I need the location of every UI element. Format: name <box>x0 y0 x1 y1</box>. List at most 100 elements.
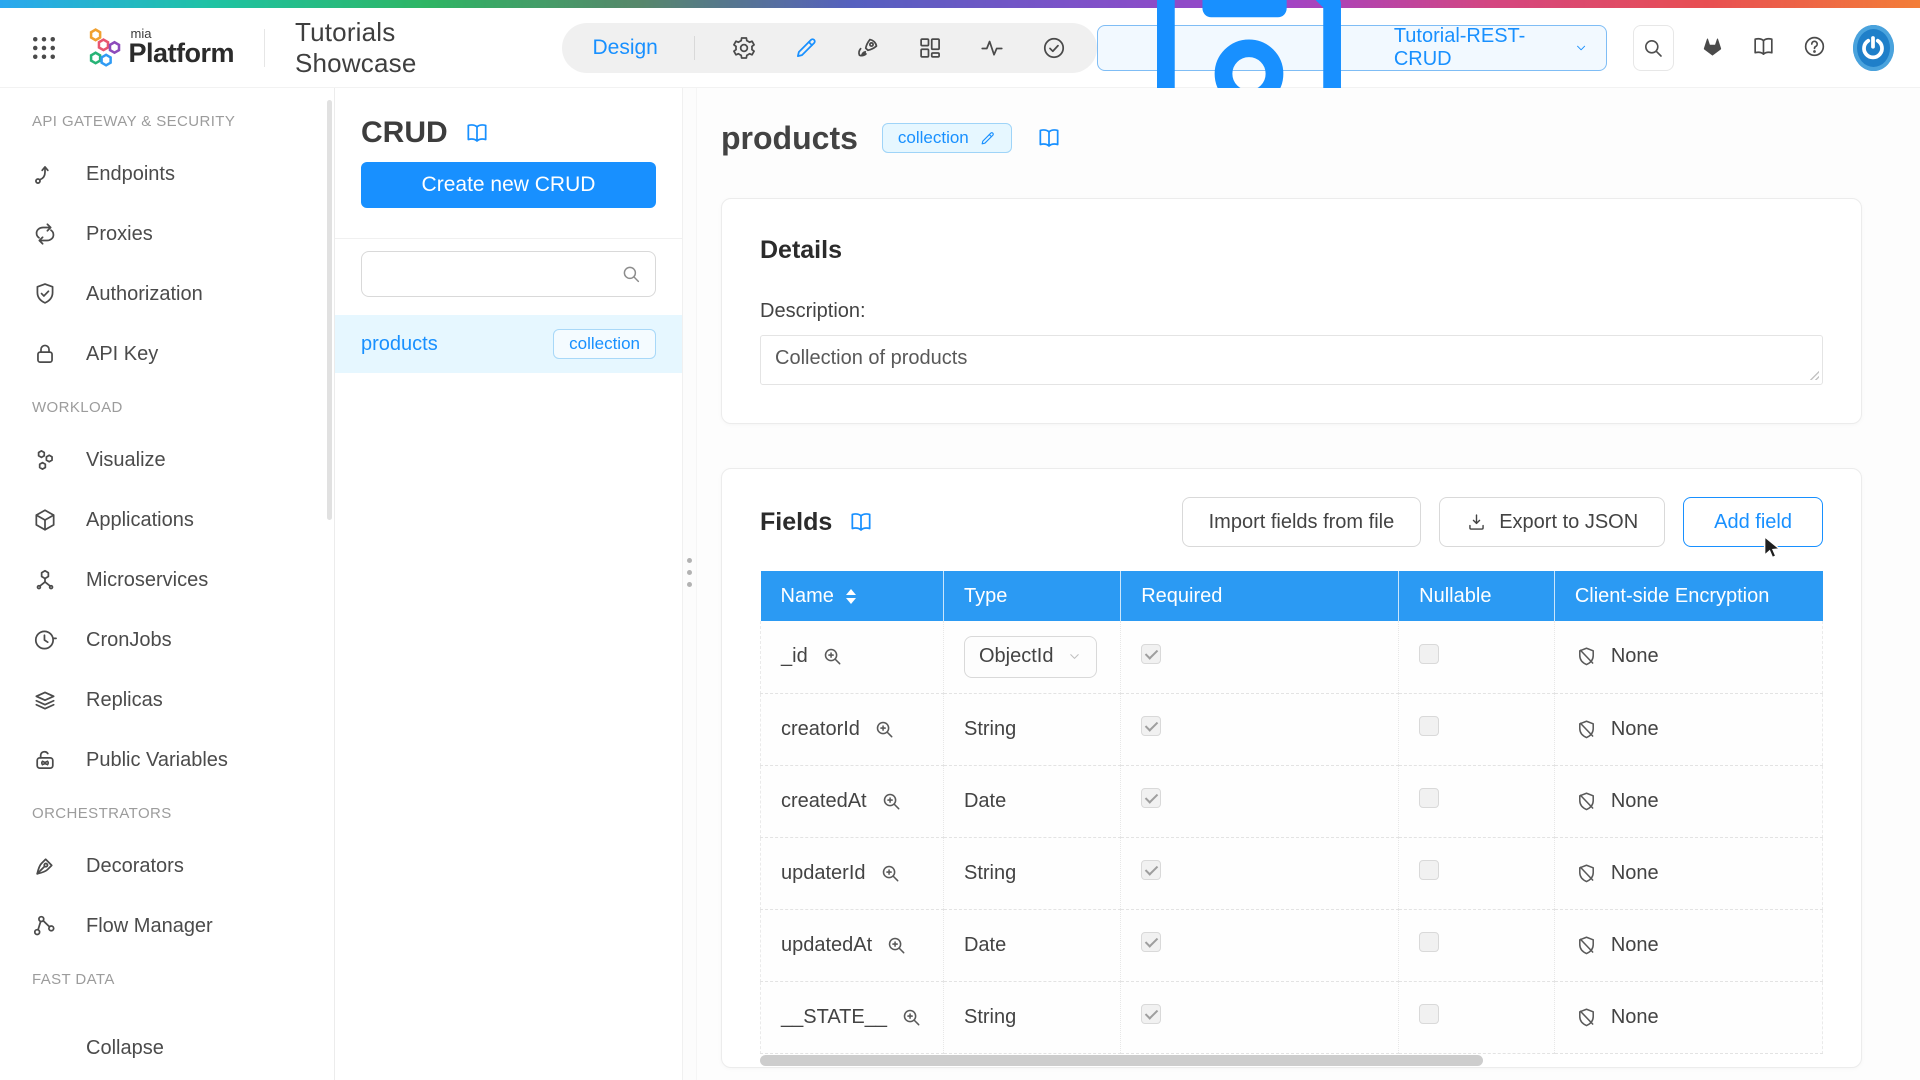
sidebar-item-visualize[interactable]: Visualize <box>0 430 334 490</box>
description-input[interactable]: Collection of products <box>760 335 1823 385</box>
crud-search-input[interactable] <box>361 251 656 297</box>
api-key-icon <box>32 341 58 367</box>
crud-docs-book-icon[interactable] <box>464 120 490 146</box>
search-button[interactable] <box>1632 24 1675 71</box>
sidebar-section-label: API GATEWAY & SECURITY <box>32 112 236 130</box>
sidebar-item-public-variables[interactable]: Public Variables <box>0 730 334 790</box>
sidebar-item-proxies[interactable]: Proxies <box>0 204 334 264</box>
mia-platform-logo[interactable]: mia Platform <box>85 27 235 69</box>
sidebar-item-api-key[interactable]: API Key <box>0 324 334 384</box>
crud-list-item-products[interactable]: products collection <box>335 315 682 373</box>
monitoring-button[interactable] <box>979 35 1005 61</box>
check-circle-icon <box>1041 35 1067 66</box>
sidebar-item-decorators[interactable]: Decorators <box>0 836 334 896</box>
column-header-encryption: Client-side Encryption <box>1553 571 1823 621</box>
zoom-in-icon <box>880 790 903 813</box>
shield-slash-icon <box>1575 934 1598 957</box>
nullable-checkbox[interactable] <box>1419 643 1440 664</box>
table-row-updatedAt: updatedAt Date None <box>760 909 1824 982</box>
dashboards-button[interactable] <box>917 35 943 61</box>
fields-docs-book-icon[interactable] <box>848 509 874 535</box>
apps-grid-button[interactable] <box>26 28 63 68</box>
endpoints-icon <box>32 161 58 187</box>
page-docs-book-icon[interactable] <box>1036 125 1062 151</box>
required-checkbox[interactable] <box>1141 860 1162 880</box>
create-new-crud-button[interactable]: Create new CRUD <box>361 162 656 208</box>
chevron-down-icon <box>1067 649 1082 664</box>
sort-icon[interactable] <box>845 588 856 604</box>
zoom-in-icon <box>879 862 902 885</box>
header-right: Tutorial-REST-CRUD <box>1096 0 1894 137</box>
field-name: updaterId <box>781 861 866 884</box>
nullable-checkbox[interactable] <box>1419 932 1440 952</box>
project-branch-select[interactable]: Tutorial-REST-CRUD <box>1096 0 1607 137</box>
settings-button[interactable] <box>731 35 757 61</box>
replicas-icon <box>32 687 58 713</box>
horizontal-scrollbar-thumb[interactable] <box>760 1054 1483 1066</box>
runtime-check-button[interactable] <box>1041 35 1067 61</box>
sidebar-collapse-button[interactable]: Collapse <box>0 1016 334 1080</box>
sidebar-nav: API GATEWAY & SECURITY Endpoints Proxies Au… <box>0 98 334 1002</box>
required-checkbox[interactable] <box>1141 716 1162 736</box>
encryption-value: None <box>1610 861 1659 884</box>
type-value: Date <box>963 789 1007 812</box>
power-icon <box>1862 35 1885 59</box>
collection-tag[interactable]: collection <box>881 123 1012 153</box>
zoom-in-icon <box>900 1006 923 1029</box>
project-title: Tutorials Showcase <box>294 16 417 78</box>
nullable-checkbox[interactable] <box>1419 1004 1440 1024</box>
sidebar-item-label: Replicas <box>86 688 163 711</box>
sidebar-item-endpoints[interactable]: Endpoints <box>0 144 334 204</box>
sidebar-item-label: Public Variables <box>86 748 228 771</box>
help-button[interactable] <box>1802 34 1827 62</box>
sidebar-item-flow-manager[interactable]: Flow Manager <box>0 896 334 956</box>
question-circle-icon <box>1802 34 1827 64</box>
splitter-drag-handle[interactable] <box>687 558 692 587</box>
design-section-label[interactable]: Design <box>592 35 658 59</box>
sidebar-item-label: Decorators <box>86 854 184 877</box>
nullable-checkbox[interactable] <box>1419 860 1440 880</box>
required-checkbox[interactable] <box>1141 788 1162 808</box>
required-checkbox[interactable] <box>1141 1004 1162 1024</box>
panel-splitter[interactable] <box>683 88 697 1080</box>
gitlab-button[interactable] <box>1700 34 1725 62</box>
import-fields-button[interactable]: Import fields from file <box>1181 497 1422 547</box>
collection-tag-label: collection <box>897 128 969 147</box>
horizontal-scrollbar[interactable] <box>760 1054 1823 1067</box>
user-avatar[interactable] <box>1852 24 1894 71</box>
microservices-icon <box>32 567 58 593</box>
search-icon <box>1641 36 1665 60</box>
decorators-icon <box>32 853 58 879</box>
required-checkbox[interactable] <box>1141 643 1162 664</box>
docs-button[interactable] <box>1751 34 1776 62</box>
add-field-button[interactable]: Add field <box>1683 497 1823 559</box>
sidebar-item-label: Visualize <box>86 448 166 471</box>
sidebar-item-applications[interactable]: Applications <box>0 490 334 550</box>
column-header-type: Type <box>942 571 1121 621</box>
fields-table-body: _id ObjectId None creatorId String None create… <box>760 621 1824 1054</box>
sidebar-section-label: ORCHESTRATORS <box>32 804 172 822</box>
nullable-checkbox[interactable] <box>1419 788 1440 808</box>
sidebar-item-microservices[interactable]: Microservices <box>0 550 334 610</box>
column-header-name[interactable]: Name <box>760 571 944 621</box>
field-name: updatedAt <box>781 933 873 956</box>
type-select[interactable]: ObjectId <box>963 635 1098 678</box>
rocket-icon <box>855 35 881 66</box>
deploy-button[interactable] <box>855 35 881 61</box>
sidebar-item-cronjobs[interactable]: CronJobs <box>0 610 334 670</box>
edit-pencil-icon <box>979 130 996 147</box>
export-json-button[interactable]: Export to JSON <box>1439 497 1666 547</box>
required-checkbox[interactable] <box>1141 932 1162 952</box>
encryption-value: None <box>1610 1005 1659 1028</box>
description-label: Description: <box>760 300 866 322</box>
resize-handle[interactable] <box>1808 369 1819 380</box>
sidebar-item-label: Applications <box>86 508 194 531</box>
type-value: String <box>963 861 1017 884</box>
sidebar-item-authorization[interactable]: Authorization <box>0 264 334 324</box>
sidebar-item-replicas[interactable]: Replicas <box>0 670 334 730</box>
design-editor-button[interactable] <box>793 35 819 61</box>
nullable-checkbox[interactable] <box>1419 716 1440 736</box>
encryption-value: None <box>1610 789 1659 812</box>
sidebar-scrollbar[interactable] <box>327 100 332 520</box>
